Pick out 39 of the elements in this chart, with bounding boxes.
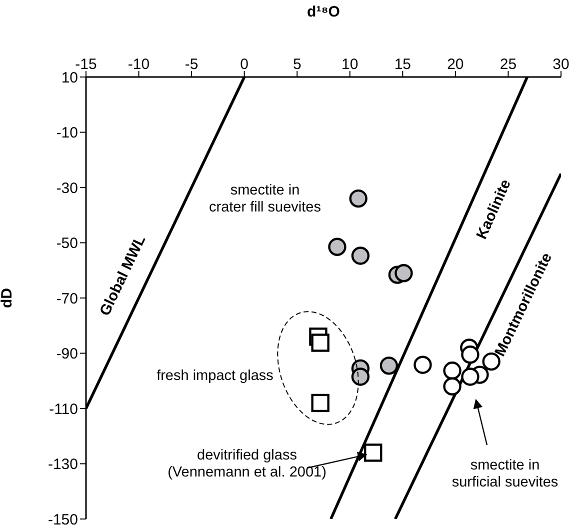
- point: [311, 334, 330, 352]
- point: [443, 362, 462, 380]
- x-tick-label: -5: [184, 56, 198, 73]
- x-tick-label: -15: [75, 56, 97, 73]
- y-tick-label: -110: [49, 400, 78, 418]
- x-tick-label: 15: [394, 56, 412, 73]
- y-tick-label: -90: [56, 346, 78, 363]
- point: [443, 377, 462, 396]
- y-axis-title: dD: [0, 288, 16, 308]
- point: [349, 189, 368, 208]
- point: [461, 368, 480, 386]
- point: [461, 346, 480, 364]
- y-tick-label: -70: [56, 290, 78, 308]
- y-tick-label: 10: [61, 69, 78, 86]
- point: [380, 356, 398, 375]
- y-tick-label: -30: [56, 180, 78, 197]
- x-tick-label: 20: [447, 56, 464, 73]
- y-tick-label: -130: [48, 456, 78, 474]
- annotation: fresh impact glass: [156, 368, 274, 384]
- x-tick-label: 25: [500, 56, 517, 73]
- x-tick-label: 0: [240, 56, 249, 73]
- point: [364, 444, 382, 462]
- x-axis-title: d¹⁸O: [307, 4, 340, 21]
- x-tick-label: 30: [552, 56, 570, 73]
- y-tick-label: -150: [48, 511, 78, 525]
- point: [351, 246, 370, 265]
- point: [394, 264, 413, 282]
- point: [414, 356, 432, 374]
- annotation: devitrified glass (Vennemann et al. 2001): [168, 448, 326, 480]
- point: [311, 394, 330, 412]
- point: [351, 368, 370, 386]
- x-tick-label: 5: [292, 56, 302, 73]
- annotation: smectite in surficial suevites: [452, 458, 558, 490]
- y-tick-label: -50: [56, 235, 78, 252]
- point: [328, 238, 346, 256]
- annotation: smectite in crater fill suevites: [208, 182, 322, 216]
- x-tick-label: -10: [128, 56, 150, 73]
- x-tick-label: 10: [342, 56, 358, 73]
- y-tick-label: -10: [56, 124, 78, 142]
